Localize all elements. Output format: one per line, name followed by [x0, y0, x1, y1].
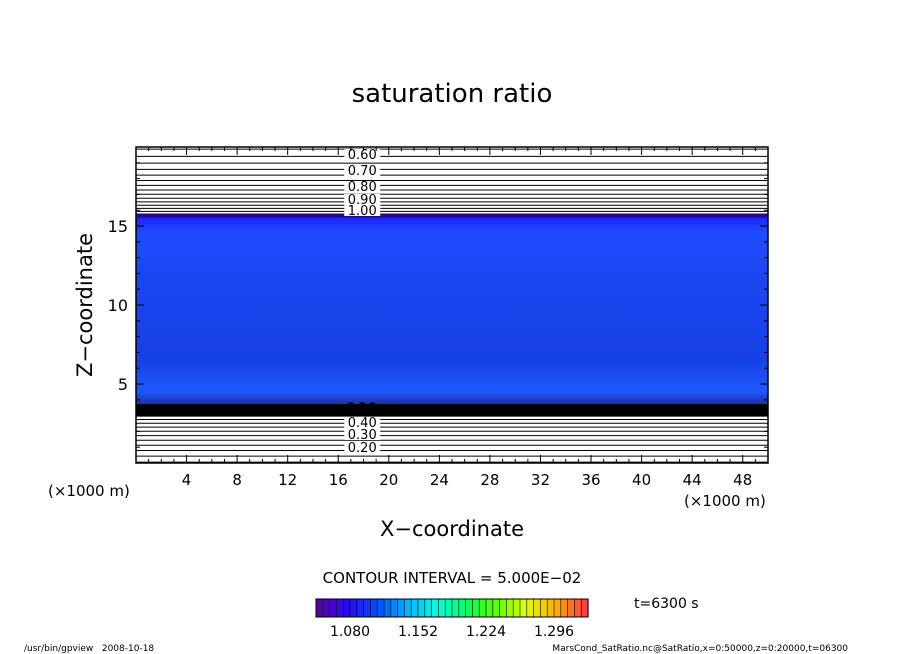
colorbar-cell	[472, 598, 480, 618]
colorbar-cell	[458, 598, 467, 618]
colorbar-cell	[322, 598, 331, 618]
colorbar-cell	[492, 598, 501, 618]
colorbar-cell	[329, 598, 338, 618]
colorbar-cell	[560, 598, 569, 618]
colorbar-cell	[478, 598, 487, 618]
footer-right: MarsCond_SatRatio.nc@SatRatio,x=0:50000,…	[552, 644, 848, 654]
colorbar-cell	[383, 598, 392, 618]
colorbar-cell	[444, 598, 453, 618]
upper-contour-lines: 0.600.700.800.901.00	[136, 148, 768, 219]
contour-interval-label: CONTOUR INTERVAL = 5.000E−02	[323, 569, 582, 587]
colorbar-cell	[485, 598, 494, 618]
y-tick-label: 15	[108, 217, 128, 236]
contour-label: 0.60	[348, 148, 377, 163]
contour-label-bg	[344, 181, 381, 192]
contour-label: 0.20	[348, 441, 377, 456]
contour-label: 0.80	[348, 180, 377, 195]
layer-top-edge	[136, 213, 768, 218]
colorbar-cell	[376, 598, 385, 618]
x-tick-label: 36	[581, 471, 600, 489]
colorbar-cell	[404, 598, 412, 618]
contour-label-bg	[344, 442, 381, 453]
footer-left: /usr/bin/gpview 2008-10-18	[24, 644, 154, 654]
colorbar-cell	[424, 598, 433, 618]
plot-area: 0.600.700.800.901.00 0.200.300.40	[136, 148, 768, 463]
x-axis-label: X−coordinate	[380, 517, 524, 541]
contour-label: 1.00	[348, 204, 377, 219]
colorbar-cell	[315, 598, 324, 618]
contour-label-bg	[344, 205, 381, 216]
colorbar-cell	[417, 598, 426, 618]
x-axis: 4 8 12 16 20 24 28 32 36 40 44 48	[148, 147, 756, 489]
contour-label: 0.40	[348, 416, 377, 431]
colorbar-cell	[336, 598, 344, 618]
contour-label-bg	[344, 194, 381, 205]
x-unit-label-left: (×1000 m)	[48, 482, 130, 500]
x-tick-label: 4	[182, 471, 192, 489]
colorbar-cell	[390, 598, 399, 618]
contour-label: 0.30	[348, 428, 377, 443]
x-tick-label: 48	[733, 471, 752, 489]
contour-label-bg	[344, 417, 381, 428]
colorbar-cell	[465, 598, 474, 618]
colorbar-cell	[574, 598, 582, 618]
contour-label-bg	[344, 149, 381, 160]
colorbar-cell	[397, 598, 406, 618]
chart-title: saturation ratio	[352, 79, 553, 109]
x-tick-label: 24	[430, 471, 449, 489]
lower-contour-lines: 0.200.300.40	[136, 402, 768, 463]
colorbar-cell	[546, 598, 555, 618]
contour-label: 0.90	[348, 193, 377, 208]
x-tick-label: 32	[531, 471, 550, 489]
colorbar-cell	[533, 598, 541, 618]
colorbar-cell	[363, 598, 372, 618]
colorbar-tick-label: 1.296	[534, 624, 574, 640]
y-axis-label: Z−coordinate	[73, 233, 97, 377]
colorbar-cell	[519, 598, 528, 618]
x-tick-label: 12	[278, 471, 297, 489]
y-tick-label: 5	[118, 375, 128, 394]
x-tick-label: 44	[683, 471, 702, 489]
colorbar-cell	[342, 598, 351, 618]
colorbar-frame	[315, 598, 589, 618]
colorbar-cell	[580, 598, 589, 618]
colorbar-cell	[438, 598, 446, 618]
colorbar-tick-label: 1.152	[398, 624, 438, 640]
colorbar-cell	[499, 598, 508, 618]
colorbar-tick-label: 1.080	[330, 624, 370, 640]
y-axis: 5 10 15	[108, 162, 768, 448]
y-tick-label: 10	[108, 296, 128, 315]
colorbar-cell	[349, 598, 358, 618]
colorbar-cell	[451, 598, 460, 618]
contour-label-bg	[344, 165, 381, 176]
colorbar-tick-label: 1.224	[466, 624, 506, 640]
layer-bottom-edge	[136, 404, 768, 417]
x-tick-label: 40	[632, 471, 651, 489]
colorbar-cell	[506, 598, 514, 618]
x-tick-label: 28	[480, 471, 499, 489]
colorbar-cell	[356, 598, 365, 618]
colorbar-cell	[540, 598, 548, 618]
contour-label: 0.70	[348, 164, 377, 179]
time-label: t=6300 s	[634, 596, 699, 612]
saturated-layer-fill	[136, 216, 768, 407]
contour-label-bg	[344, 429, 381, 440]
colorbar-tick-labels: 1.080 1.152 1.224 1.296	[330, 624, 574, 640]
x-tick-label: 16	[329, 471, 348, 489]
contour-cluster-mark	[368, 402, 377, 415]
colorbar-cell	[526, 598, 535, 618]
colorbar	[315, 598, 589, 618]
colorbar-cell	[512, 598, 521, 618]
colorbar-cell	[567, 598, 575, 618]
colorbar-cell	[370, 598, 378, 618]
x-unit-label-right: (×1000 m)	[684, 492, 766, 510]
colorbar-cell	[431, 598, 440, 618]
colorbar-cell	[410, 598, 419, 618]
x-tick-label: 8	[232, 471, 242, 489]
x-tick-label: 20	[379, 471, 398, 489]
contour-cluster-mark	[346, 402, 355, 415]
contour-cluster-mark	[358, 402, 367, 415]
colorbar-cell	[553, 598, 562, 618]
